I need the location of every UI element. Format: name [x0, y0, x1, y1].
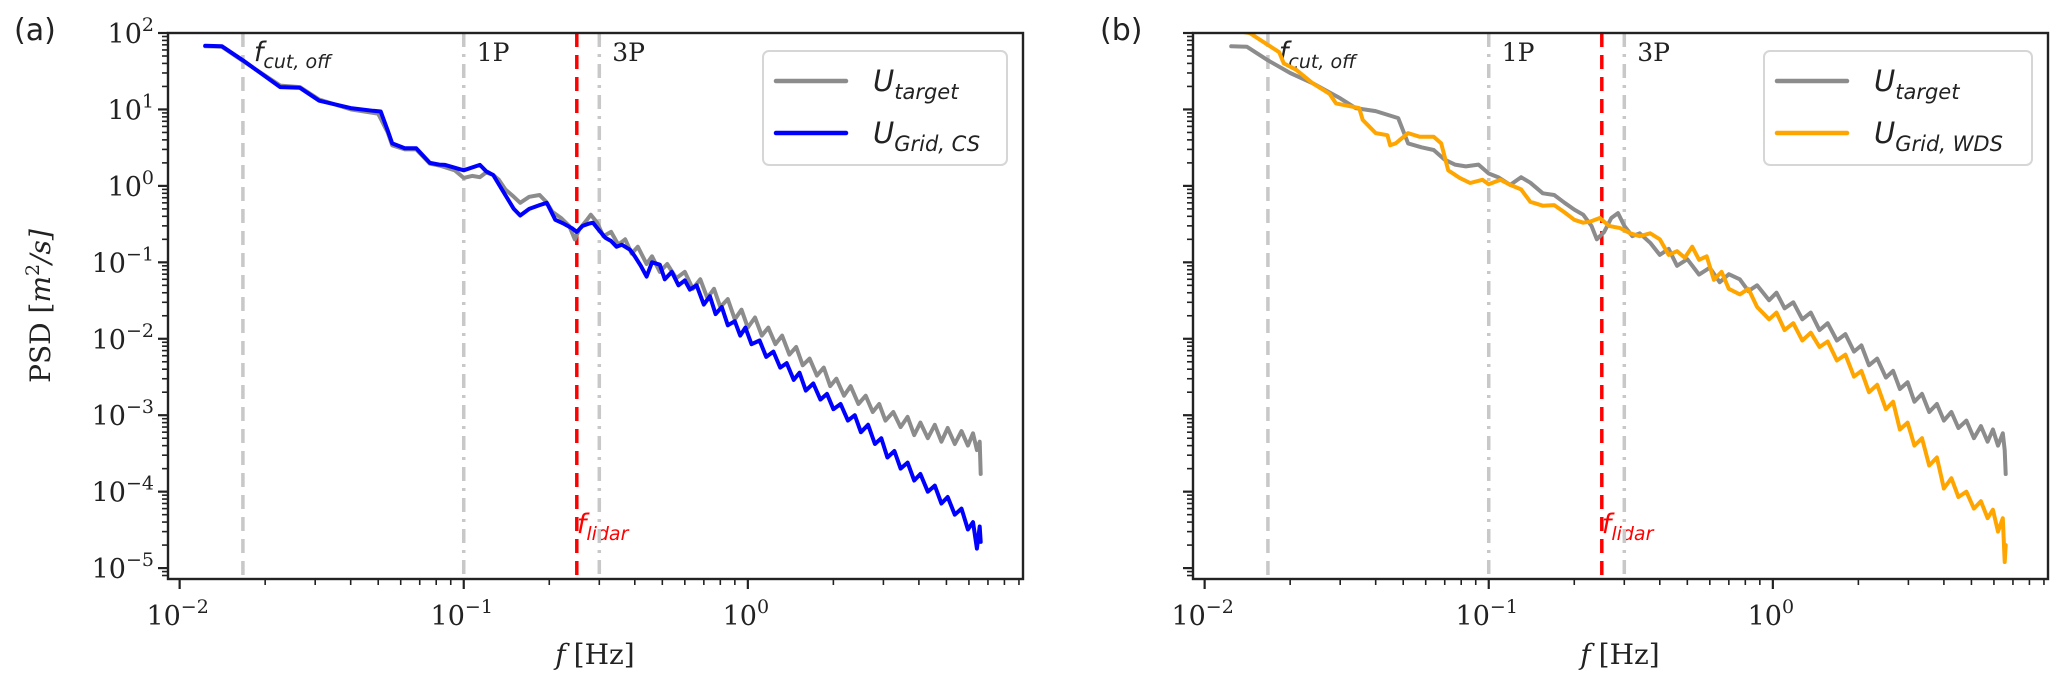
y-tick-label: 102 — [108, 14, 154, 50]
vline-label-f-lidar: flidar — [1602, 509, 1655, 545]
axes-frame — [1191, 31, 2050, 581]
x-tick-label: 10−1 — [1456, 596, 1518, 632]
vline-label-1P: 1P — [1502, 38, 1535, 67]
panel-a: (a) fcut, off 1P flidar 3P 10−2 10−1 100 102 101… — [14, 13, 1025, 671]
legend-label-0: Utarget — [873, 64, 959, 104]
y-tick-label: 10−4 — [92, 473, 154, 509]
legend-label-1: UGrid, WDS — [1874, 116, 2003, 156]
vline-label-f-cut-off: fcut, off — [254, 37, 333, 73]
x-tick-label: 100 — [723, 596, 769, 632]
axes-frame — [166, 31, 1025, 581]
xlabel-unit: [Hz] — [574, 638, 635, 671]
x-tick-label: 10−2 — [1171, 596, 1233, 632]
series-line-1 — [1237, 33, 2008, 564]
legend: Utarget UGrid, WDS — [1763, 50, 2033, 166]
vline-label-3P: 3P — [1637, 38, 1670, 67]
xlabel-f: f — [1578, 638, 1595, 671]
x-tick-label: 100 — [1748, 596, 1794, 632]
xlabel-f: f — [553, 638, 570, 671]
vline-label-3P: 3P — [612, 38, 645, 67]
legend-label-1: UGrid, CS — [873, 116, 980, 156]
plot-area-a: fcut, off 1P flidar 3P 10−2 10−1 100 102 101 100 1… — [92, 14, 1025, 632]
y-axis-label: PSD [m2/s] — [22, 229, 57, 383]
ylabel-exp: 2 — [22, 264, 44, 276]
y-tick-label: 10−1 — [92, 243, 154, 279]
series-line-1 — [203, 43, 983, 551]
series-line-0 — [1229, 44, 2008, 476]
x-tick-label: 10−2 — [146, 596, 208, 632]
x-axis-label-a: f [Hz] — [553, 638, 634, 671]
x-axis-label-b: f [Hz] — [1578, 638, 1659, 671]
series-group — [1229, 33, 2008, 564]
legend-label-0: Utarget — [1874, 64, 1960, 104]
panel-label-a: (a) — [14, 13, 56, 48]
panel-label-b: (b) — [1100, 13, 1142, 48]
ylabel-m: m — [24, 276, 57, 303]
xlabel-unit: [Hz] — [1599, 638, 1660, 671]
ylabel-main: PSD [ — [24, 303, 57, 383]
y-tick-label: 10−3 — [92, 396, 154, 432]
y-tick-label: 100 — [108, 167, 154, 203]
ylabel-rest: /s] — [24, 229, 57, 267]
vline-label-1P: 1P — [477, 38, 510, 67]
y-tick-label: 10−5 — [92, 549, 154, 585]
y-tick-label: 101 — [108, 90, 154, 126]
vline-label-f-lidar: flidar — [577, 509, 630, 545]
series-group — [203, 43, 983, 551]
legend: Utarget UGrid, CS — [762, 50, 1008, 166]
y-tick-label: 10−2 — [92, 320, 154, 356]
x-tick-label: 10−1 — [431, 596, 493, 632]
